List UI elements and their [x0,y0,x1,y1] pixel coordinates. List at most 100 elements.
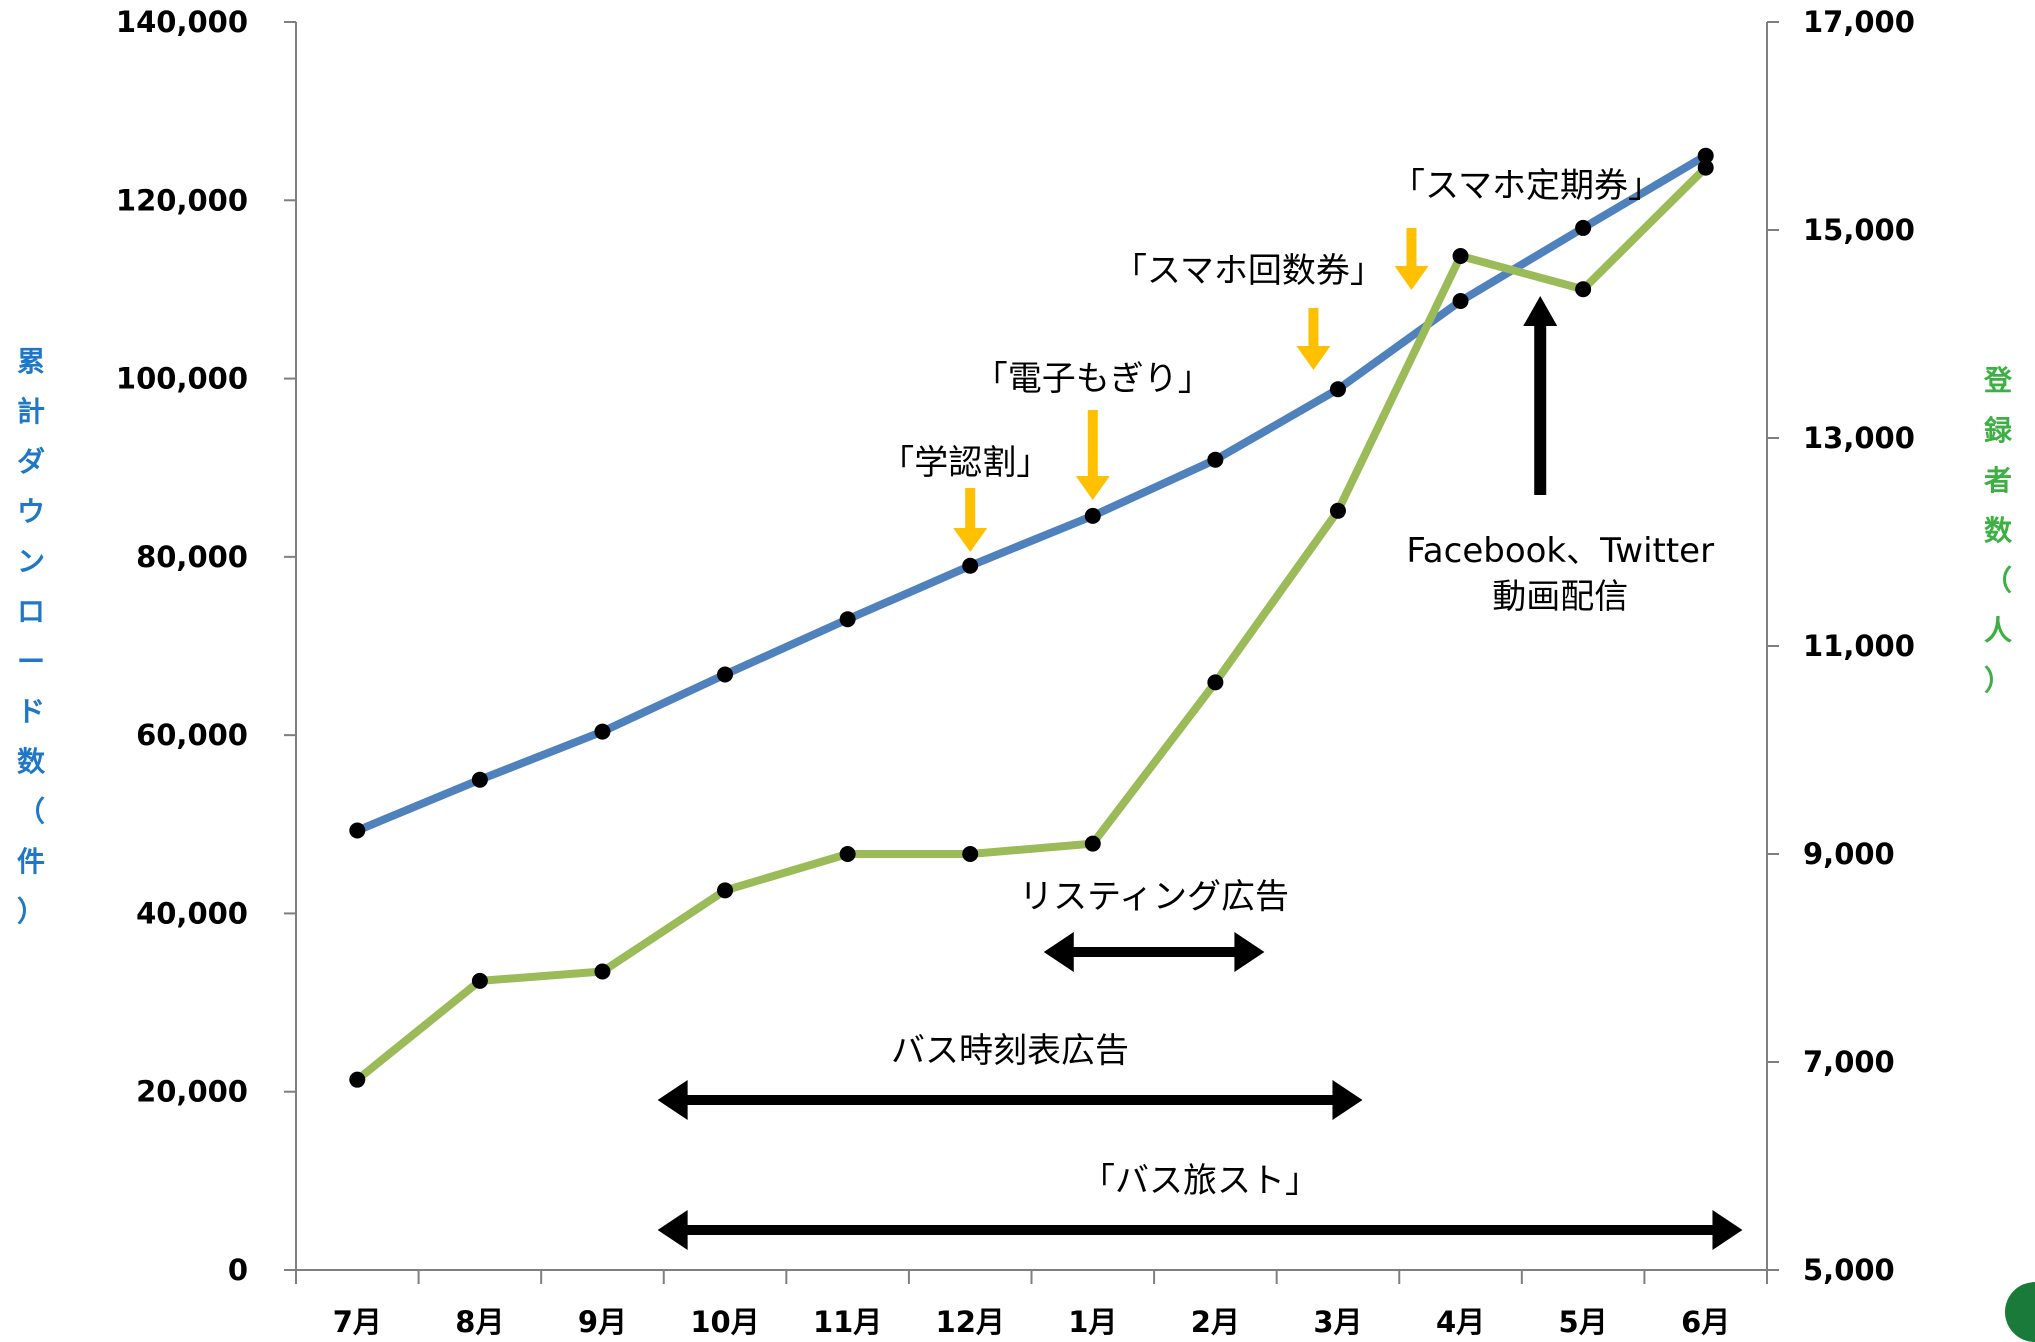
data-point [471,972,488,989]
left-axis-title: 累計ダウンロード数（件） [17,345,46,928]
arrow-head-right [1712,1210,1743,1250]
left-tick-label: 20,000 [136,1075,248,1109]
data-point [1207,451,1224,468]
data-point [962,846,979,862]
right-tick-label: 15,000 [1803,213,1915,247]
left-axis-ticks: 0 20,000 40,000 60,000 80,000 100,000 120,000 1… [116,5,296,1287]
data-point [349,822,366,839]
x-tick-label: 7月 [333,1305,382,1339]
arrow-shaft [1087,410,1098,476]
event-annotation: 「スマホ回数券」 [1113,251,1384,370]
series-1 [349,147,1714,839]
data-point [1207,674,1224,691]
x-tick-label: 12月 [936,1305,1005,1339]
data-point [1575,219,1592,236]
x-tick-label: 2月 [1191,1305,1240,1339]
arrow-head-right [1332,1080,1363,1120]
x-tick-label: 5月 [1559,1305,1608,1339]
data-point [1329,381,1346,398]
arrow-shaft [1534,325,1547,495]
data-point [839,611,856,628]
social-annotation: Facebook、Twitter 動画配信 [1406,296,1714,617]
arrow-head [1523,296,1558,326]
right-tick-label: 13,000 [1803,421,1915,455]
data-point [594,723,611,740]
right-tick-label: 7,000 [1803,1045,1895,1079]
arrow-head [1296,346,1331,370]
data-point [471,771,488,788]
data-point [839,846,856,862]
event-annotation: 「電子もぎり」 [974,359,1212,500]
data-point [1084,507,1101,524]
data-point [1697,147,1714,164]
series-layer [349,147,1714,1088]
data-point [349,1071,366,1088]
left-tick-label: 60,000 [136,718,248,752]
campaign-label: リスティング広告 [1019,877,1289,917]
social-label-line1: Facebook、Twitter [1406,531,1714,571]
data-point [1084,835,1101,852]
arrow-head [1075,476,1110,500]
arrow-shaft [965,488,976,528]
data-point [717,666,734,683]
x-tick-label: 9月 [578,1305,627,1339]
right-tick-label: 17,000 [1803,5,1915,39]
series-line [353,151,1710,835]
right-tick-label: 9,000 [1803,837,1895,871]
right-tick-label: 11,000 [1803,629,1915,663]
corner-badge [2005,1282,2035,1342]
arrow-head-left [657,1080,688,1120]
right-axis-ticks: 5,000 7,000 9,000 11,000 13,000 15,000 17,000 [1767,5,1915,1287]
right-axis-title: 登録者数（人） [1983,364,2013,697]
annotations: 「学認割」 「電子もぎり」 「スマホ回数券」 「スマホ定期券」 Facebook、Twi… [657,166,1743,1250]
campaign-annotation: バス時刻表広告 [657,1031,1363,1120]
data-point [1575,281,1592,298]
event-annotation: 「学認割」 [880,443,1050,552]
series-2 [349,159,1714,1088]
right-tick-label: 5,000 [1803,1253,1895,1287]
data-point [962,557,979,574]
left-tick-label: 120,000 [116,183,248,217]
x-tick-label: 11月 [813,1305,882,1339]
series-line [353,163,1710,1084]
data-point [717,882,734,899]
x-tick-label: 10月 [690,1305,759,1339]
arrow-head-left [1043,932,1074,972]
campaign-label: バス時刻表広告 [891,1031,1129,1071]
data-point [1697,159,1714,176]
arrow-head [1394,266,1429,290]
axes: 0 20,000 40,000 60,000 80,000 100,000 120,000 1… [116,5,1915,1339]
arrow-shaft [1308,308,1319,346]
left-tick-label: 40,000 [136,896,248,930]
event-label: 「スマホ定期券」 [1391,166,1662,206]
campaign-label: 「バス旅スト」 [1081,1161,1319,1201]
event-annotation: 「スマホ定期券」 [1391,166,1662,290]
data-point [594,963,611,980]
event-label: 「電子もぎり」 [974,359,1212,399]
event-label: 「スマホ回数券」 [1113,251,1384,291]
x-tick-label: 4月 [1436,1305,1485,1339]
left-tick-label: 140,000 [116,5,248,39]
arrow-head-right [1234,932,1265,972]
left-tick-label: 100,000 [116,362,248,396]
x-tick-label: 6月 [1681,1305,1730,1339]
data-point [1452,293,1469,310]
arrow-head [953,528,988,552]
x-tick-label: 1月 [1068,1305,1117,1339]
campaign-annotation: リスティング広告 [1019,877,1289,972]
campaign-annotation: 「バス旅スト」 [657,1161,1743,1250]
x-axis-ticks: 7月 8月 9月 10月 11月 12月 1月 2月 3月 4月 5月 6月 [295,1270,1768,1339]
event-label: 「学認割」 [880,443,1050,483]
arrow-head-left [657,1210,688,1250]
axis-title-text: 累計ダウンロード数（件） [17,345,46,928]
x-tick-label: 3月 [1313,1305,1362,1339]
axis-title-text: 登録者数（人） [1983,364,2013,697]
left-tick-label: 0 [228,1253,248,1287]
data-point [1452,248,1469,264]
arrow-shaft [1406,228,1417,266]
left-tick-label: 80,000 [136,540,248,574]
social-label-line2: 動画配信 [1492,577,1628,617]
x-tick-label: 8月 [455,1305,504,1339]
data-point [1329,502,1346,519]
